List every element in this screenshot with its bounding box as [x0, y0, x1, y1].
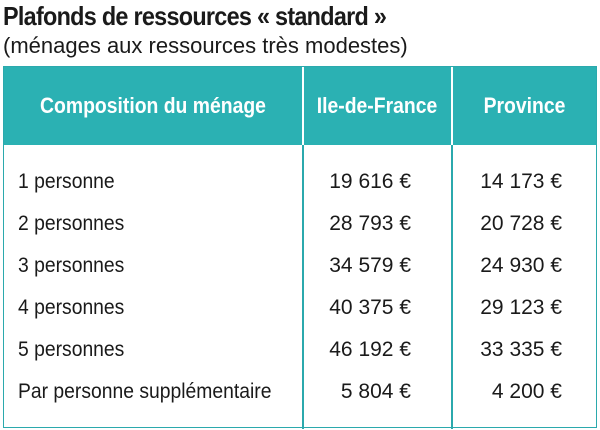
- row-value-idf: 40 375 €: [329, 296, 411, 319]
- column-divider: [451, 145, 453, 429]
- row-value-province: 33 335 €: [480, 338, 562, 361]
- table-row: 3 personnes 34 579 € 24 930 €: [4, 245, 596, 287]
- table-row: Par personne supplémentaire 5 804 € 4 20…: [4, 371, 596, 413]
- row-label: 4 personnes: [18, 296, 125, 319]
- page-subtitle: (ménages aux ressources très modestes): [3, 33, 408, 58]
- row-value-province: 20 728 €: [480, 212, 562, 235]
- row-value-province: 24 930 €: [480, 254, 562, 277]
- row-value-province: 14 173 €: [480, 170, 562, 193]
- header-composition: Composition du ménage: [40, 93, 266, 118]
- header-ile-de-france: Ile-de-France: [316, 93, 438, 118]
- row-label: 1 personne: [18, 170, 115, 193]
- table-row: 2 personnes 28 793 € 20 728 €: [4, 203, 596, 245]
- page-title: Plafonds de ressources « standard »: [3, 1, 387, 31]
- row-label: Par personne supplémentaire: [18, 380, 272, 403]
- row-value-province: 4 200 €: [491, 380, 562, 403]
- income-ceiling-table: Composition du ménage Ile-de-France Prov…: [3, 66, 597, 429]
- row-label: 2 personnes: [18, 212, 125, 235]
- row-value-province: 29 123 €: [480, 296, 562, 319]
- row-label: 3 personnes: [18, 254, 125, 277]
- table-row: 4 personnes 40 375 € 29 123 €: [4, 287, 596, 329]
- table-header: Composition du ménage Ile-de-France Prov…: [4, 67, 596, 145]
- row-label: 5 personnes: [18, 338, 125, 361]
- table-row: 1 personne 19 616 € 14 173 €: [4, 161, 596, 203]
- row-value-idf: 19 616 €: [329, 170, 411, 193]
- row-value-idf: 28 793 €: [329, 212, 411, 235]
- column-divider: [302, 145, 304, 429]
- header-divider: [451, 67, 453, 145]
- row-value-idf: 34 579 €: [329, 254, 411, 277]
- table-row: 5 personnes 46 192 € 33 335 €: [4, 329, 596, 371]
- row-value-idf: 46 192 €: [329, 338, 411, 361]
- header-province: Province: [483, 93, 566, 118]
- row-value-idf: 5 804 €: [340, 380, 411, 403]
- header-divider: [302, 67, 304, 145]
